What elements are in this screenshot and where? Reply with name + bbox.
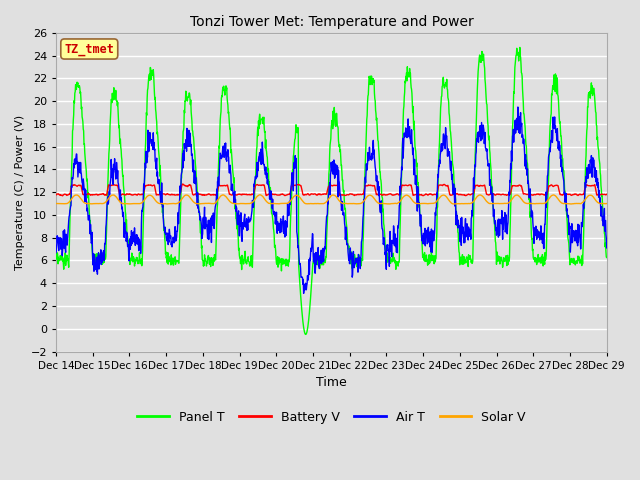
Battery V — [490, 191, 497, 197]
Battery V — [175, 192, 183, 198]
Y-axis label: Temperature (C) / Power (V): Temperature (C) / Power (V) — [15, 115, 25, 270]
Panel T — [301, 332, 309, 337]
Air T — [538, 236, 546, 241]
Solar V — [538, 201, 545, 206]
Panel T — [603, 254, 611, 260]
Battery V — [59, 193, 67, 199]
Panel T — [236, 254, 244, 260]
Panel T — [52, 252, 60, 257]
Panel T — [161, 240, 169, 246]
Line: Solar V: Solar V — [56, 195, 607, 204]
Solar V — [417, 201, 425, 206]
Solar V — [161, 201, 169, 206]
Panel T — [175, 260, 182, 266]
Panel T — [516, 45, 524, 50]
Air T — [52, 250, 60, 255]
Air T — [300, 290, 307, 296]
Battery V — [418, 192, 426, 197]
Line: Panel T: Panel T — [56, 48, 607, 335]
Battery V — [52, 192, 60, 197]
Air T — [489, 204, 497, 209]
Solar V — [567, 201, 575, 207]
Air T — [236, 218, 244, 224]
Panel T — [489, 204, 497, 209]
X-axis label: Time: Time — [316, 376, 347, 389]
Air T — [161, 224, 169, 230]
Solar V — [236, 201, 244, 206]
Battery V — [162, 192, 170, 198]
Panel T — [538, 260, 546, 266]
Air T — [175, 221, 182, 227]
Air T — [603, 245, 611, 251]
Air T — [417, 221, 425, 227]
Solar V — [256, 192, 264, 198]
Air T — [514, 104, 522, 110]
Line: Air T: Air T — [56, 107, 607, 293]
Solar V — [175, 200, 182, 205]
Legend: Panel T, Battery V, Air T, Solar V: Panel T, Battery V, Air T, Solar V — [132, 406, 531, 429]
Title: Tonzi Tower Met: Temperature and Power: Tonzi Tower Met: Temperature and Power — [189, 15, 473, 29]
Battery V — [237, 192, 244, 197]
Battery V — [179, 181, 187, 187]
Panel T — [417, 228, 425, 234]
Text: TZ_tmet: TZ_tmet — [65, 43, 114, 56]
Solar V — [489, 201, 497, 206]
Solar V — [52, 201, 60, 206]
Battery V — [603, 192, 611, 197]
Battery V — [538, 192, 546, 197]
Solar V — [603, 201, 611, 206]
Line: Battery V: Battery V — [56, 184, 607, 196]
